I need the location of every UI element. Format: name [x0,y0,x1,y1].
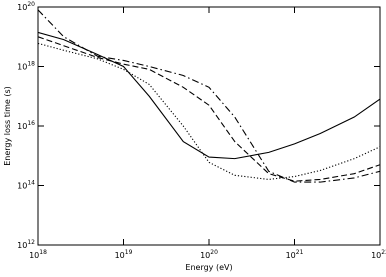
x-tick-label: 1018 [29,249,47,260]
series-line [38,9,380,183]
x-tick-label: 1021 [286,249,304,260]
lines [38,9,380,183]
ticks: 1018 1019 1020 1021 1022 1012 1014 1016 1018 1020 [17,1,386,260]
x-tick-label: 1019 [115,249,133,260]
x-tick-label: 1022 [371,249,386,260]
plot-frame [37,6,381,246]
y-tick-label: 1012 [17,239,35,250]
y-axis-label: Energy loss time (s) [3,86,12,166]
y-tick-label: 1018 [17,61,35,72]
y-tick-label: 1014 [17,180,35,191]
series-line [38,36,380,182]
y-tick-label: 1020 [17,1,35,12]
x-axis-label: Energy (eV) [185,263,232,272]
x-tick-label: 1020 [200,249,218,260]
y-tick-label: 1016 [17,120,35,131]
series-line [38,31,380,160]
series-line [38,42,380,180]
